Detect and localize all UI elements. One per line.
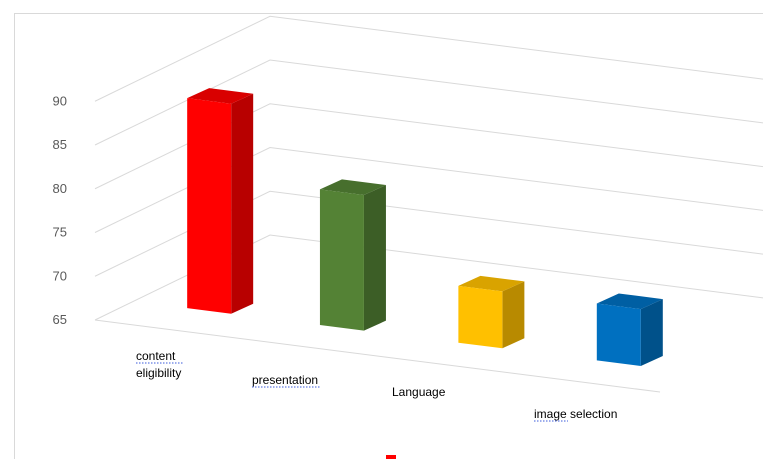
legend-swatch [386,455,396,459]
category-label: content [136,349,176,363]
category-label: presentation [252,373,318,387]
legend-stub [386,455,396,459]
bar-side [363,185,386,331]
bar-2 [319,179,386,331]
bar-top [319,179,386,196]
chart-frame [14,13,763,459]
gridlines [94,15,763,393]
category-labels: content eligibility presentation Language im… [136,349,617,422]
floor-edge [94,319,661,393]
bar-top [458,275,525,292]
bars [187,88,663,366]
bar-side [502,281,525,349]
gridline-75 [94,146,763,233]
y-tick-label: 90 [53,93,67,108]
bar-front [319,189,364,331]
bar-front [458,285,503,349]
bar-1 [187,88,254,314]
bar-top [187,88,254,104]
y-tick-label: 80 [53,181,67,196]
y-tick-label: 65 [53,312,67,327]
bar-front [596,303,641,366]
bar-front [187,98,232,314]
gridline-90 [94,15,763,102]
bar-4 [596,293,663,366]
gridline-85 [94,59,763,146]
category-label: eligibility [136,366,181,380]
y-tick-label: 75 [53,225,67,240]
y-tick-label: 70 [53,268,67,283]
y-axis-tick-labels: 65 70 75 80 85 90 [53,93,67,327]
category-label: image selection [534,407,617,421]
y-tick-label: 85 [53,137,67,152]
category-label: Language [392,385,446,399]
gridline-80 [94,103,763,190]
bar-top [596,293,663,310]
bar-side [640,299,663,366]
gridline-65 [94,234,763,321]
bar-3 [458,275,525,349]
bar-side [231,93,254,314]
gridline-70 [94,190,763,277]
